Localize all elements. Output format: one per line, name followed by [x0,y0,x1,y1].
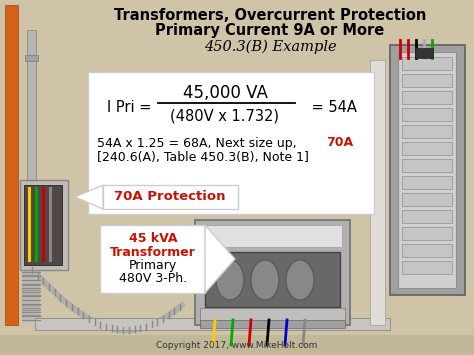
Bar [402,57,452,70]
Text: 480V 3-Ph.: 480V 3-Ph. [119,272,187,284]
Ellipse shape [286,260,314,300]
Text: 54A x 1.25 = 68A, Next size up,: 54A x 1.25 = 68A, Next size up, [97,137,301,149]
Bar [370,60,385,325]
Bar [27,30,36,230]
Text: (480V x 1.732): (480V x 1.732) [171,109,280,124]
Bar [205,252,340,307]
Bar [195,220,350,325]
Bar [402,74,452,87]
Polygon shape [205,225,235,293]
Bar [390,45,465,295]
Bar [402,261,452,274]
Text: I Pri =: I Pri = [107,100,156,115]
Bar [402,108,452,121]
Text: = 54A: = 54A [307,100,357,115]
Bar [5,5,18,325]
Bar [402,125,452,138]
Bar [402,193,452,206]
Ellipse shape [216,260,244,300]
Text: 45 kVA: 45 kVA [129,233,177,246]
Bar [25,55,38,61]
Bar [22,270,40,322]
Bar [402,159,452,172]
Ellipse shape [251,260,279,300]
Bar [415,48,433,58]
Text: 70A Protection: 70A Protection [114,191,226,203]
Bar [402,91,452,104]
Bar [24,185,62,265]
Bar [402,244,452,257]
FancyBboxPatch shape [103,185,238,209]
Bar [203,225,342,247]
Bar [35,318,390,330]
Text: Primary: Primary [129,258,177,272]
Polygon shape [75,185,103,209]
Text: Transformers, Overcurrent Protection: Transformers, Overcurrent Protection [114,7,426,22]
Text: 45,000 VA: 45,000 VA [182,84,267,102]
Text: [240.6(A), Table 450.3(B), Note 1]: [240.6(A), Table 450.3(B), Note 1] [97,152,309,164]
Bar [200,320,345,328]
Text: 70A: 70A [326,137,353,149]
Bar [20,180,68,270]
FancyBboxPatch shape [88,72,374,214]
FancyBboxPatch shape [100,225,205,293]
Bar [200,308,345,326]
Bar [402,210,452,223]
Bar [0,335,474,355]
Text: Copyright 2017, www.MikeHolt.com: Copyright 2017, www.MikeHolt.com [156,342,318,350]
Bar [402,176,452,189]
Bar [402,142,452,155]
Text: 450.3(B) Example: 450.3(B) Example [204,40,337,54]
Text: Primary Current 9A or More: Primary Current 9A or More [155,22,384,38]
Bar [398,52,456,288]
Text: Transformer: Transformer [110,246,196,258]
Bar [402,227,452,240]
